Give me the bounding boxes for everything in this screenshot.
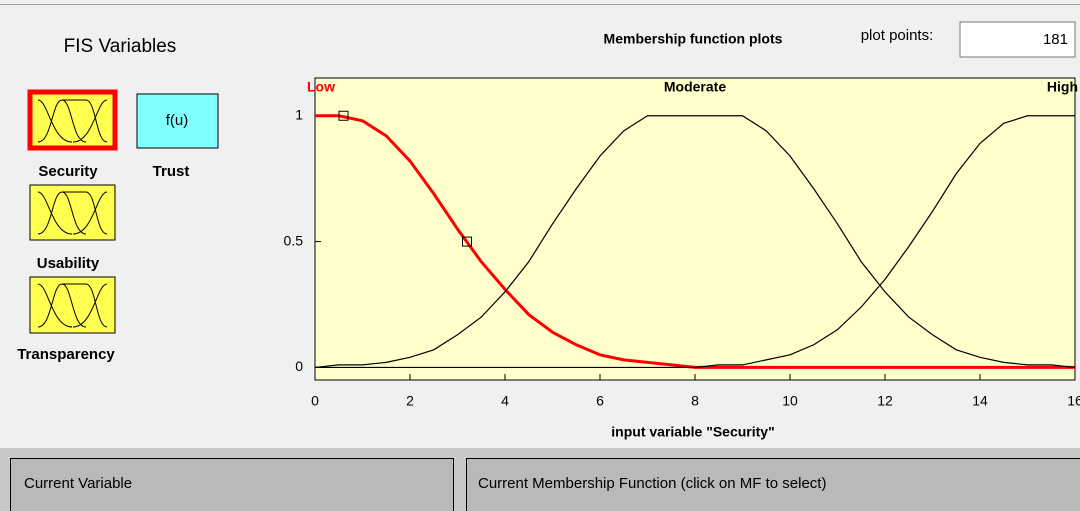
plot-points-input[interactable]: [959, 21, 1076, 58]
security-icon[interactable]: [27, 89, 118, 151]
x-tick-label: 2: [406, 393, 414, 409]
plot-points-label: plot points:: [861, 27, 934, 44]
y-tick-label: 0: [295, 358, 303, 374]
mf-handle[interactable]: [338, 110, 349, 121]
mf-curve[interactable]: [314, 115, 1076, 369]
current-mf-label: Current Membership Function (click on MF…: [478, 475, 826, 492]
x-tick-label: 4: [501, 393, 509, 409]
x-tick-label: 8: [691, 393, 699, 409]
chart-title: Membership function plots: [604, 31, 783, 47]
plot-points-value: 181: [1043, 31, 1068, 48]
current-variable-label: Current Variable: [24, 475, 132, 492]
x-tick-label: 16: [1067, 393, 1080, 409]
mf-label: Low: [307, 79, 335, 95]
variable-label: Transparency: [17, 346, 115, 363]
x-tick-label: 10: [782, 393, 798, 409]
mf-handle[interactable]: [462, 236, 472, 247]
mf-curve[interactable]: [315, 115, 1075, 369]
x-tick-label: 14: [972, 393, 988, 409]
output-icon-label: f(u): [166, 112, 189, 129]
y-tick-label: 0.5: [284, 232, 304, 248]
y-tick-label: 1: [295, 106, 303, 122]
trust-icon[interactable]: [136, 93, 219, 149]
variable-label: Trust: [153, 163, 190, 180]
usability-icon[interactable]: [29, 184, 116, 241]
transparency-icon[interactable]: [29, 276, 116, 334]
plot-area: [314, 77, 1076, 381]
current-variable-box: [10, 458, 454, 511]
mf-label: Moderate: [664, 79, 726, 95]
current-mf-box: [466, 458, 1080, 511]
x-tick-label: 0: [311, 393, 319, 409]
variable-label: Security: [38, 163, 98, 180]
x-tick-label: 12: [877, 393, 893, 409]
panel-title: FIS Variables: [64, 36, 177, 57]
x-axis-label: input variable "Security": [611, 424, 774, 440]
x-tick-label: 6: [596, 393, 604, 409]
mf-label: High: [1047, 79, 1078, 95]
variable-label: Usability: [37, 255, 100, 272]
